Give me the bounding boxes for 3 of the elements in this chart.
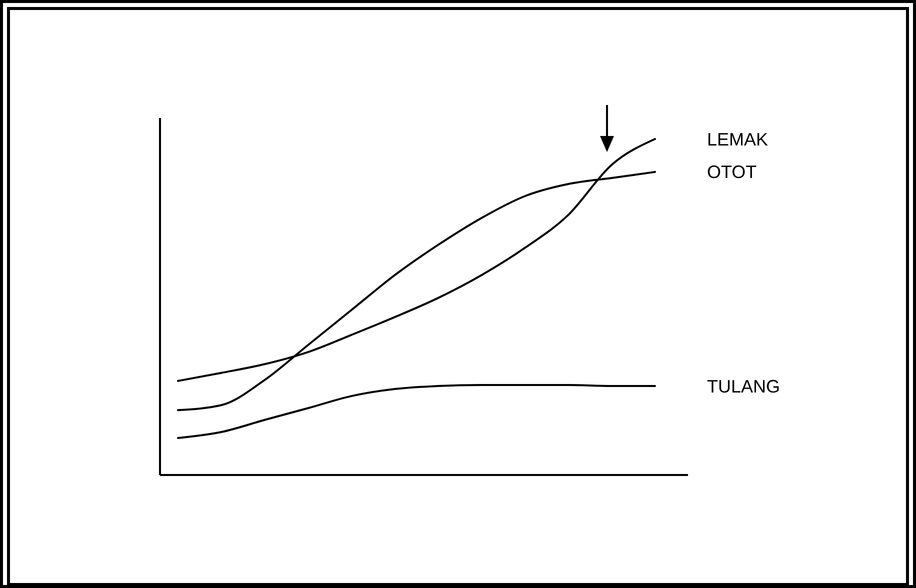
text: TULANG	[707, 376, 780, 396]
text: LEMAK	[707, 129, 768, 150]
text: OTOT	[707, 162, 757, 182]
